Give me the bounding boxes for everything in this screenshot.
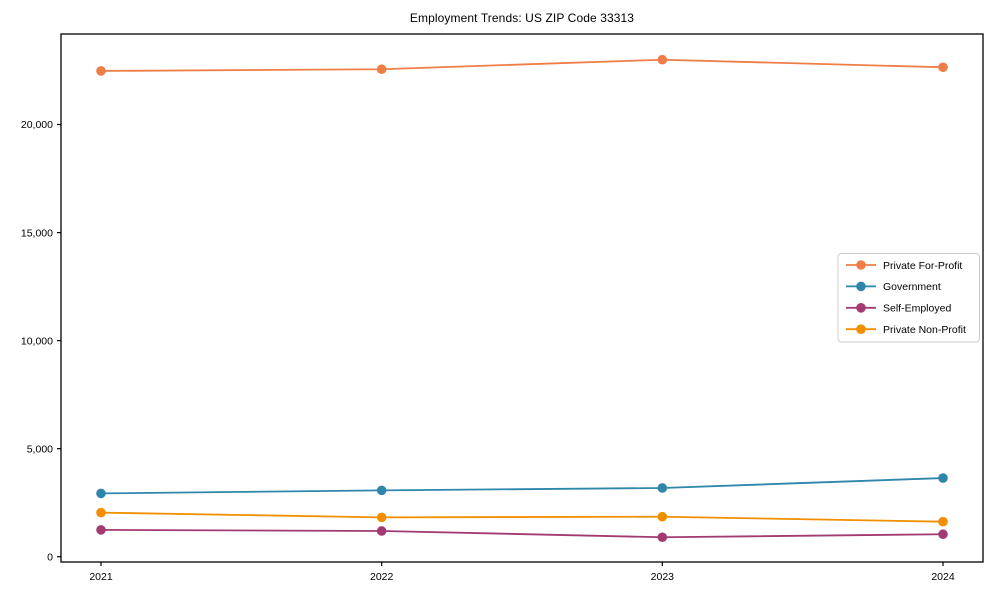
- plot-frame: [60, 33, 984, 563]
- legend-box: [837, 253, 980, 343]
- line-series-private-non-profit: [100, 511, 944, 523]
- data-point-self-employed: [657, 532, 668, 543]
- data-point-self-employed: [96, 525, 106, 535]
- data-point-self-employed: [376, 526, 387, 536]
- legend-item-government: Government: [846, 281, 941, 293]
- data-point-private-for-profit: [376, 64, 387, 75]
- x-tick-label: 2021: [89, 571, 113, 583]
- y-tick-label: 5,000: [27, 443, 53, 455]
- legend-label: Self-Employed: [883, 303, 951, 315]
- legend-marker-icon: [856, 324, 866, 335]
- data-point-private-for-profit: [938, 62, 948, 73]
- legend-marker-icon: [856, 260, 866, 270]
- legend-marker-icon: [856, 281, 866, 292]
- legend: Private For-Profit Government Self-Employe…: [837, 253, 980, 343]
- data-point-private-non-profit: [938, 516, 948, 527]
- data-point-government: [938, 473, 948, 483]
- legend-item-private-for-profit: Private For-Profit: [846, 260, 962, 272]
- data-point-private-for-profit: [657, 54, 668, 65]
- data-point-government: [376, 485, 387, 496]
- chart-title: Employment Trends: US ZIP Code 33313: [409, 11, 635, 25]
- data-point-self-employed: [938, 529, 948, 540]
- data-point-government: [96, 488, 106, 499]
- y-tick-label: 20,000: [21, 119, 53, 131]
- y-tick-label: 10,000: [21, 335, 53, 347]
- y-tick-label: 0: [47, 551, 53, 563]
- x-tick-label: 2022: [370, 571, 394, 583]
- x-tick-label: 2024: [931, 571, 955, 583]
- data-point-private-non-profit: [96, 507, 106, 518]
- y-tick-label: 15,000: [21, 227, 53, 239]
- legend-item-private-non-profit: Private Non-Profit: [846, 324, 966, 336]
- data-point-private-non-profit: [657, 511, 668, 522]
- legend-label: Private Non-Profit: [883, 324, 966, 336]
- line-series-private-for-profit: [100, 58, 944, 72]
- legend-label: Government: [883, 281, 941, 293]
- line-series-government: [100, 477, 944, 495]
- line-series-self-employed: [100, 529, 944, 539]
- legend-marker-icon: [856, 303, 866, 313]
- x-tick-label: 2023: [651, 571, 675, 583]
- data-point-private-for-profit: [96, 66, 106, 76]
- data-point-government: [657, 483, 668, 493]
- data-point-private-non-profit: [376, 512, 387, 523]
- legend-label: Private For-Profit: [883, 260, 962, 272]
- legend-item-self-employed: Self-Employed: [846, 303, 951, 315]
